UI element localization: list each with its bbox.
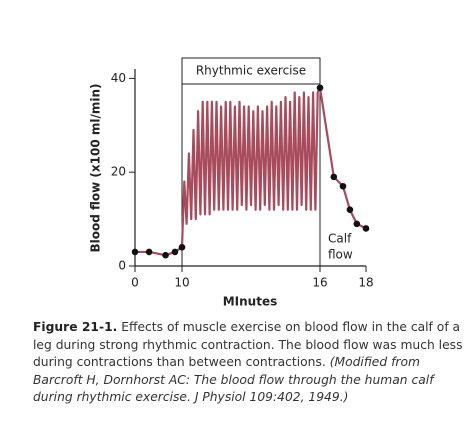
data-point [353,220,361,228]
data-line [135,86,367,257]
y-tick-label: 0 [118,259,126,273]
caption-text: Effects of muscle exercise on blood flow… [33,320,463,369]
y-tick-label: 20 [111,165,126,179]
caption-label: Figure 21-1. [33,320,118,334]
annotation-text: Rhythmic exercise [196,64,306,78]
chart: Blood flow (x100 ml/min) MInutes 0 20 40 0 1… [89,57,374,309]
x-tick-label: 10 [174,276,189,290]
data-point [339,182,347,190]
x-tick-label: 0 [131,276,139,290]
data-point [145,248,153,256]
caption-source: (Modified from Barcroft H, Dornhorst AC:… [33,355,434,404]
data-point [346,206,354,214]
calf-flow-label: Calf [328,232,352,246]
data-point [330,173,338,181]
x-tick-label: 16 [312,276,327,290]
data-point [131,248,139,256]
data-point [316,84,324,92]
y-axis-label: Blood flow (x100 ml/min) [89,83,103,252]
x-tick-label: 18 [358,276,373,290]
data-point [171,248,179,256]
data-point [162,251,169,259]
data-point [178,243,186,251]
calf-flow-label: flow [328,248,353,262]
caption: Figure 21-1. Effects of muscle exercise … [33,319,469,407]
x-axis-label: MInutes [223,295,278,309]
data-point [362,225,370,232]
y-tick-label: 40 [111,71,126,85]
annotation-box [181,57,321,85]
